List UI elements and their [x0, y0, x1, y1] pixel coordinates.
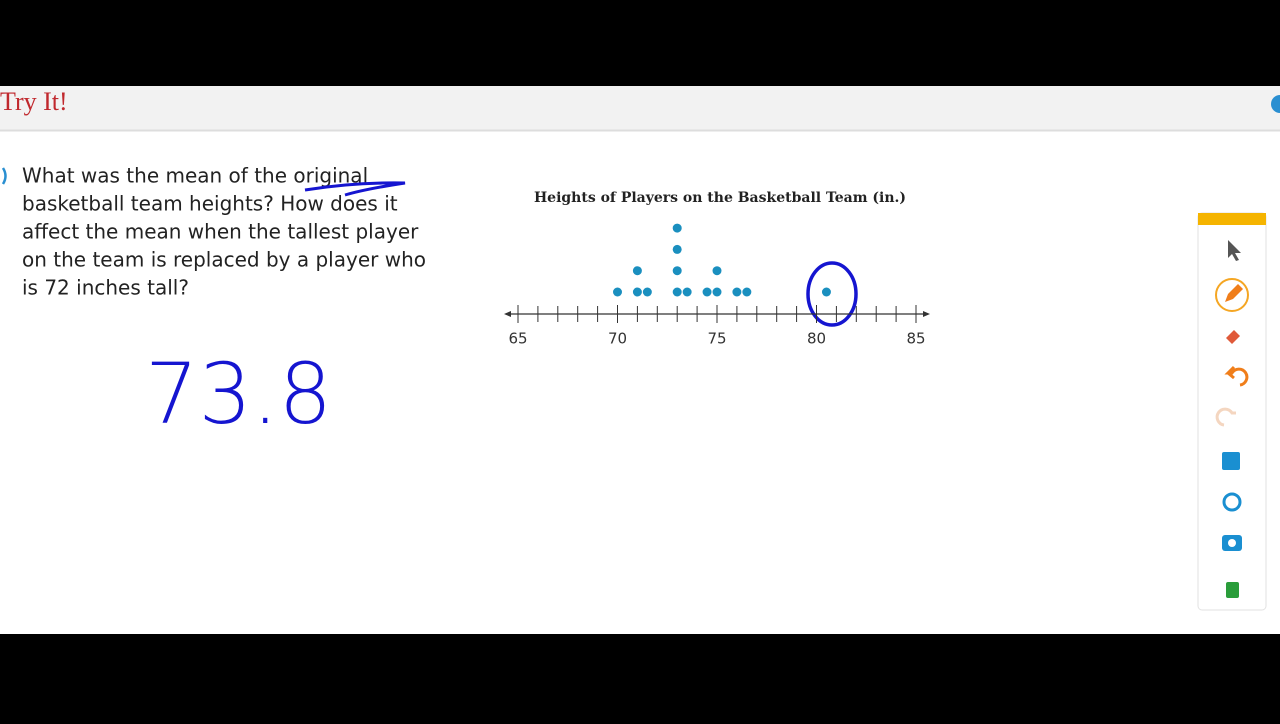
dot	[632, 287, 642, 297]
dot	[712, 266, 722, 276]
dot	[742, 287, 752, 297]
x-tick-label: 75	[707, 330, 726, 348]
toolbar	[1197, 212, 1267, 611]
zoom-tool[interactable]	[1222, 492, 1242, 512]
dot-plot: 65 70 75 80 85	[504, 223, 930, 348]
dot	[672, 287, 682, 297]
redo-tool[interactable]	[1215, 407, 1236, 427]
question-line: basketball team heights? How does it	[22, 192, 398, 216]
question-line: affect the mean when the tallest player	[22, 220, 419, 244]
pen-icon	[1225, 284, 1243, 302]
dot	[682, 287, 692, 297]
question-line: on the team is replaced by a player who	[22, 248, 426, 272]
header-bar	[0, 86, 1280, 130]
camera-lens	[1228, 539, 1236, 547]
dot	[672, 266, 682, 276]
header-title: Try It!	[0, 87, 68, 116]
x-tick-label: 65	[508, 330, 527, 348]
dot	[613, 287, 622, 297]
dot	[821, 287, 831, 297]
x-tick-label: 80	[807, 330, 826, 348]
scroll-button[interactable]	[1271, 95, 1280, 113]
dot	[642, 287, 652, 297]
eraser-tool[interactable]	[1226, 330, 1240, 344]
ink-circle	[806, 261, 858, 327]
dot	[712, 287, 722, 297]
dot	[672, 223, 682, 233]
ink-answer: 73.8	[145, 345, 332, 443]
dot	[732, 287, 742, 297]
x-tick-label: 70	[608, 330, 627, 348]
toolbar-handle[interactable]	[1198, 213, 1266, 225]
dot	[632, 266, 642, 276]
text-tool[interactable]	[1222, 452, 1240, 470]
ink-underline	[304, 181, 406, 197]
undo-tool[interactable]	[1224, 365, 1249, 387]
content-area	[0, 86, 1280, 634]
x-tick-label: 85	[906, 330, 925, 348]
pointer-tool[interactable]	[1228, 240, 1241, 261]
dot	[702, 287, 712, 297]
question: What was the mean of the original basketb…	[22, 164, 426, 300]
audio-icon[interactable]	[1, 167, 7, 185]
trash-tool[interactable]	[1226, 582, 1239, 598]
question-line: What was the mean of the original	[22, 164, 368, 188]
question-line: is 72 inches tall?	[22, 276, 189, 300]
dot	[672, 244, 682, 254]
chart-title: Heights of Players on the Basketball Tea…	[534, 190, 906, 206]
